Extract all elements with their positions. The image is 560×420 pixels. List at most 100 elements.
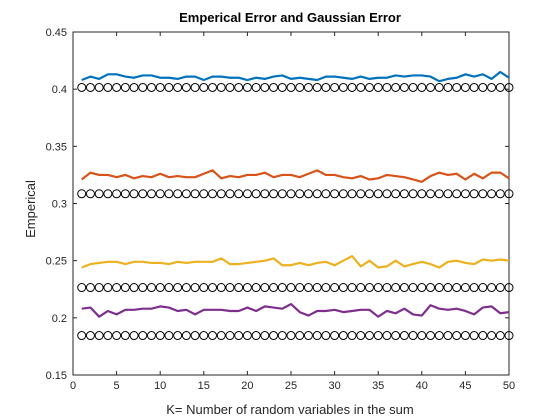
series-marker-3 <box>373 189 383 199</box>
series-marker-7 <box>94 331 104 341</box>
series-marker-7 <box>364 331 374 341</box>
series-marker-3 <box>347 189 357 199</box>
series-marker-1 <box>487 82 497 92</box>
series-marker-1 <box>426 82 436 92</box>
series-marker-7 <box>173 331 183 341</box>
series-marker-7 <box>199 331 209 341</box>
series-marker-7 <box>77 331 87 341</box>
series-marker-3 <box>120 189 130 199</box>
series-marker-3 <box>460 189 470 199</box>
series-marker-1 <box>469 82 479 92</box>
series-marker-7 <box>495 331 505 341</box>
series-marker-5 <box>391 283 401 293</box>
series-marker-1 <box>164 82 174 92</box>
series-marker-7 <box>225 331 235 341</box>
series-marker-3 <box>364 189 374 199</box>
series-marker-3 <box>269 189 279 199</box>
series-marker-3 <box>426 189 436 199</box>
y-tick-label: 0.2 <box>52 313 67 325</box>
series-marker-3 <box>146 189 156 199</box>
series-marker-3 <box>199 189 209 199</box>
series-marker-5 <box>487 283 497 293</box>
series-marker-5 <box>338 283 348 293</box>
series-marker-5 <box>364 283 374 293</box>
series-line-6 <box>81 303 510 318</box>
x-tick-label: 10 <box>154 380 166 392</box>
series-marker-7 <box>129 331 139 341</box>
series-marker-1 <box>321 82 331 92</box>
series-marker-5 <box>103 283 113 293</box>
series-marker-5 <box>242 283 252 293</box>
x-axis-label: K= Number of random variables in the sum <box>166 402 413 417</box>
series-marker-3 <box>190 189 200 199</box>
series-marker-3 <box>408 189 418 199</box>
series-marker-7 <box>382 331 392 341</box>
y-tick-label: 0.15 <box>46 370 67 382</box>
series-marker-5 <box>155 283 165 293</box>
series-marker-5 <box>208 283 218 293</box>
series-marker-5 <box>495 283 505 293</box>
series-marker-7 <box>164 331 174 341</box>
series-marker-1 <box>77 82 87 92</box>
series-marker-5 <box>478 283 488 293</box>
series-marker-3 <box>234 189 244 199</box>
series-marker-1 <box>242 82 252 92</box>
series-marker-5 <box>251 283 261 293</box>
x-tick-label: 35 <box>372 380 384 392</box>
series-marker-5 <box>216 283 226 293</box>
series-marker-3 <box>129 189 139 199</box>
series-marker-5 <box>260 283 270 293</box>
series-marker-1 <box>208 82 218 92</box>
series-marker-7 <box>399 331 409 341</box>
series-marker-7 <box>347 331 357 341</box>
y-tick-label: 0.3 <box>52 199 67 211</box>
y-tick-label: 0.25 <box>46 256 67 268</box>
series-marker-3 <box>452 189 462 199</box>
series-marker-1 <box>234 82 244 92</box>
series-marker-1 <box>94 82 104 92</box>
series-marker-7 <box>286 331 296 341</box>
series-marker-1 <box>504 82 514 92</box>
series-marker-1 <box>408 82 418 92</box>
series-marker-7 <box>408 331 418 341</box>
x-tick-label: 45 <box>459 380 471 392</box>
series-marker-3 <box>216 189 226 199</box>
x-tick-label: 40 <box>416 380 428 392</box>
series-marker-5 <box>347 283 357 293</box>
series-marker-7 <box>112 331 122 341</box>
series-marker-1 <box>373 82 383 92</box>
series-marker-3 <box>138 189 148 199</box>
series-marker-1 <box>347 82 357 92</box>
series-marker-5 <box>190 283 200 293</box>
series-marker-1 <box>277 82 287 92</box>
series-marker-3 <box>338 189 348 199</box>
series-marker-3 <box>434 189 444 199</box>
series-line-2 <box>81 169 510 183</box>
series-marker-5 <box>146 283 156 293</box>
series-marker-5 <box>303 283 313 293</box>
series-marker-3 <box>495 189 505 199</box>
series-marker-3 <box>312 189 322 199</box>
x-tick-label: 0 <box>70 380 76 392</box>
series-marker-5 <box>129 283 139 293</box>
series-marker-7 <box>443 331 453 341</box>
series-marker-7 <box>321 331 331 341</box>
series-line-4 <box>81 254 510 269</box>
y-tick-label: 0.4 <box>52 84 67 96</box>
series-marker-1 <box>216 82 226 92</box>
series-marker-7 <box>295 331 305 341</box>
series-marker-5 <box>85 283 95 293</box>
series-marker-7 <box>338 331 348 341</box>
x-tick-label: 5 <box>114 380 120 392</box>
series-marker-5 <box>138 283 148 293</box>
series-marker-5 <box>469 283 479 293</box>
series-marker-3 <box>94 189 104 199</box>
series-marker-5 <box>373 283 383 293</box>
series-marker-3 <box>286 189 296 199</box>
series-marker-5 <box>356 283 366 293</box>
series-marker-1 <box>120 82 130 92</box>
series-marker-3 <box>487 189 497 199</box>
series-marker-5 <box>181 283 191 293</box>
series-marker-7 <box>120 331 130 341</box>
